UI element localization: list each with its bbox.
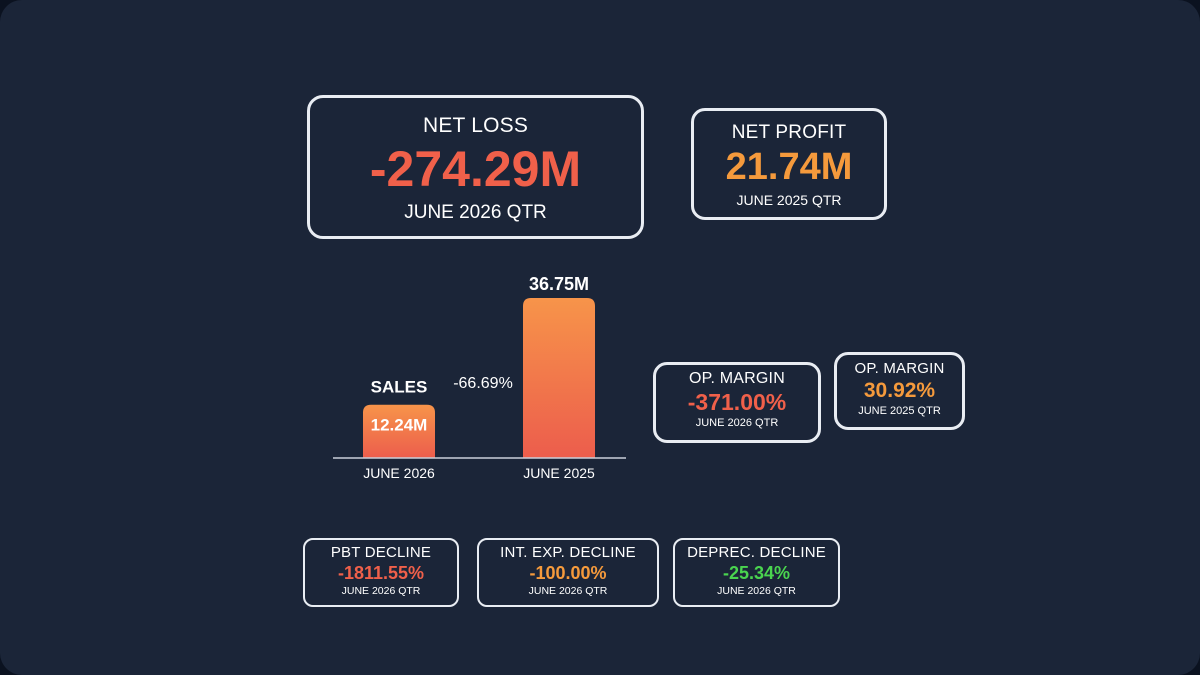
int-exp-decline-value: -100.00% xyxy=(529,563,607,583)
sales-chart-title: SALES xyxy=(371,378,428,397)
sales-category-label-2: JUNE 2025 xyxy=(523,465,595,481)
sales-bar-chart: 12.24M JUNE 2026 SALES 36.75M JUNE 2025 -66.6… xyxy=(333,274,626,481)
op-margin-2026-value: -371.00% xyxy=(687,389,787,415)
sales-bar-1 xyxy=(363,404,435,458)
sales-bar-2 xyxy=(523,298,595,458)
int-exp-decline-card: INT. EXP. DECLINE -100.00% JUNE 2026 QTR xyxy=(477,538,659,607)
pbt-decline-card: PBT DECLINE -1811.55% JUNE 2026 QTR xyxy=(303,538,459,607)
net-profit-card: NET PROFIT 21.74M JUNE 2025 QTR xyxy=(691,108,887,220)
int-exp-decline-period: JUNE 2026 QTR xyxy=(528,585,608,597)
op-margin-2025-value: 30.92% xyxy=(863,379,936,402)
deprec-decline-label: DEPREC. DECLINE xyxy=(687,544,826,561)
net-profit-label: NET PROFIT xyxy=(731,122,847,143)
op-margin-2026-period: JUNE 2026 QTR xyxy=(695,417,779,429)
net-profit-period: JUNE 2025 QTR xyxy=(736,192,842,208)
pbt-decline-label: PBT DECLINE xyxy=(330,544,432,561)
int-exp-decline-label: INT. EXP. DECLINE xyxy=(500,544,636,561)
net-loss-card: NET LOSS -274.29M JUNE 2026 QTR xyxy=(307,95,644,239)
sales-value-label-2: 36.75M xyxy=(529,274,589,294)
net-loss-period: JUNE 2026 QTR xyxy=(404,202,547,223)
pbt-decline-value: -1811.55% xyxy=(337,563,425,583)
op-margin-2025-label: OP. MARGIN xyxy=(854,360,945,377)
deprec-decline-card: DEPREC. DECLINE -25.34% JUNE 2026 QTR xyxy=(673,538,840,607)
net-profit-value: 21.74M xyxy=(725,146,853,188)
sales-category-label-1: JUNE 2026 xyxy=(363,465,435,481)
deprec-decline-period: JUNE 2026 QTR xyxy=(717,585,796,597)
pbt-decline-period: JUNE 2026 QTR xyxy=(341,585,421,597)
net-loss-label: NET LOSS xyxy=(422,114,529,137)
deprec-decline-value: -25.34% xyxy=(722,563,791,583)
op-margin-2025-period: JUNE 2025 QTR xyxy=(858,405,941,417)
sales-value-label-1: 12.24M xyxy=(371,416,428,435)
op-margin-2025-card: OP. MARGIN 30.92% JUNE 2025 QTR xyxy=(834,352,965,430)
net-loss-value: -274.29M xyxy=(369,141,582,197)
op-margin-2026-label: OP. MARGIN xyxy=(689,370,785,387)
op-margin-2026-card: OP. MARGIN -371.00% JUNE 2026 QTR xyxy=(653,362,821,443)
sales-change-label: -66.69% xyxy=(453,375,513,392)
